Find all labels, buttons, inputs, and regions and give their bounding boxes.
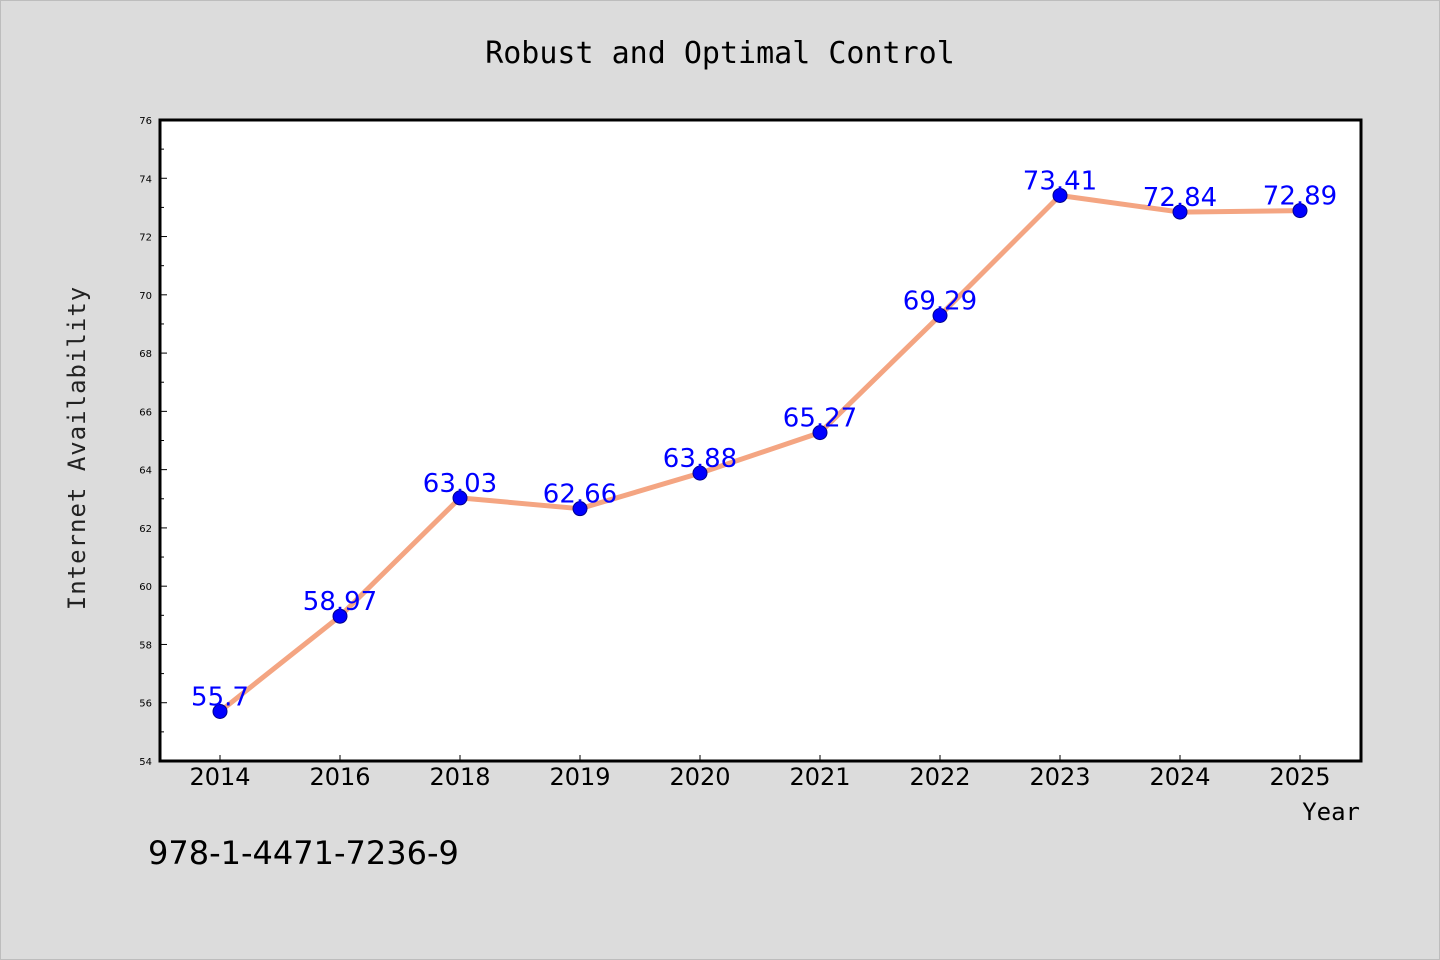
x-tick-label: 2021 <box>789 763 850 791</box>
x-tick-label: 2024 <box>1149 763 1210 791</box>
data-label: 69.29 <box>903 287 977 317</box>
data-point <box>932 308 948 324</box>
y-tick-label: 64 <box>139 466 152 477</box>
data-point <box>1172 204 1188 220</box>
x-axis-label: Year <box>1302 798 1360 826</box>
x-tick-label: 2014 <box>189 763 250 791</box>
y-tick-label: 60 <box>139 582 152 593</box>
data-labels: 55.7 58.97 63.03 62.66 63.88 65.27 69.29 73.41 7… <box>191 166 1337 712</box>
x-tick-label: 2020 <box>669 763 730 791</box>
data-point <box>812 425 828 441</box>
y-axis: 54 56 58 60 62 64 66 68 70 72 74 76 <box>139 116 167 768</box>
data-label: 65.27 <box>783 404 857 434</box>
data-markers <box>212 187 1308 719</box>
y-tick-label: 54 <box>139 757 152 768</box>
data-label: 62.66 <box>543 480 617 510</box>
y-axis-label: Internet Availability <box>63 286 91 610</box>
y-tick-label: 66 <box>139 407 152 418</box>
y-tick-label: 58 <box>139 640 152 651</box>
data-label: 72.84 <box>1143 183 1217 213</box>
data-label: 63.03 <box>423 469 497 499</box>
x-axis: 2014 2016 2018 2019 2020 2021 2022 2023 2024 2025 <box>189 755 1331 791</box>
y-tick-label: 70 <box>139 291 152 302</box>
y-tick-label: 72 <box>139 233 152 244</box>
data-label: 73.41 <box>1023 166 1097 196</box>
data-point <box>572 501 588 517</box>
data-label: 63.88 <box>663 444 737 474</box>
x-tick-label: 2023 <box>1029 763 1090 791</box>
data-point <box>452 490 468 506</box>
y-tick-label: 68 <box>139 349 152 360</box>
x-tick-label: 2025 <box>1269 763 1330 791</box>
y-tick-label: 62 <box>139 524 152 535</box>
plot-area <box>158 118 1363 763</box>
isbn-annotation: 978-1-4471-7236-9 <box>148 834 459 872</box>
data-point <box>1052 187 1068 203</box>
x-tick-label: 2019 <box>549 763 610 791</box>
y-tick-label: 76 <box>139 116 152 127</box>
x-tick-label: 2018 <box>429 763 490 791</box>
x-tick-label: 2022 <box>909 763 970 791</box>
y-tick-label: 56 <box>139 699 152 710</box>
y-tick-label: 74 <box>139 174 152 185</box>
data-point <box>332 608 348 624</box>
data-label: 55.7 <box>191 682 249 712</box>
series-line <box>217 192 1303 714</box>
data-point <box>1292 203 1308 219</box>
x-tick-label: 2016 <box>309 763 370 791</box>
data-point <box>692 465 708 481</box>
data-label: 58.97 <box>303 587 377 617</box>
data-label: 72.89 <box>1263 182 1337 212</box>
data-point <box>212 703 228 719</box>
chart-title: Robust and Optimal Control <box>485 36 955 71</box>
